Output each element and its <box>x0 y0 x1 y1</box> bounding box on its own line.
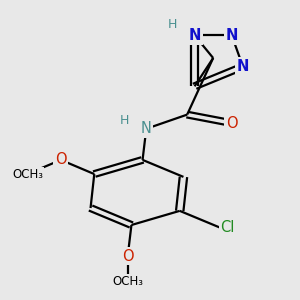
Text: H: H <box>119 114 129 127</box>
Text: OCH₃: OCH₃ <box>112 275 143 288</box>
Text: OCH₃: OCH₃ <box>12 168 43 181</box>
Text: N: N <box>237 59 249 74</box>
Text: O: O <box>122 249 134 264</box>
Text: Cl: Cl <box>220 220 235 235</box>
Text: N: N <box>226 28 238 43</box>
Text: H: H <box>168 17 177 31</box>
Text: N: N <box>188 28 201 43</box>
Text: O: O <box>226 116 238 130</box>
Text: N: N <box>141 121 152 136</box>
Text: O: O <box>55 152 67 167</box>
